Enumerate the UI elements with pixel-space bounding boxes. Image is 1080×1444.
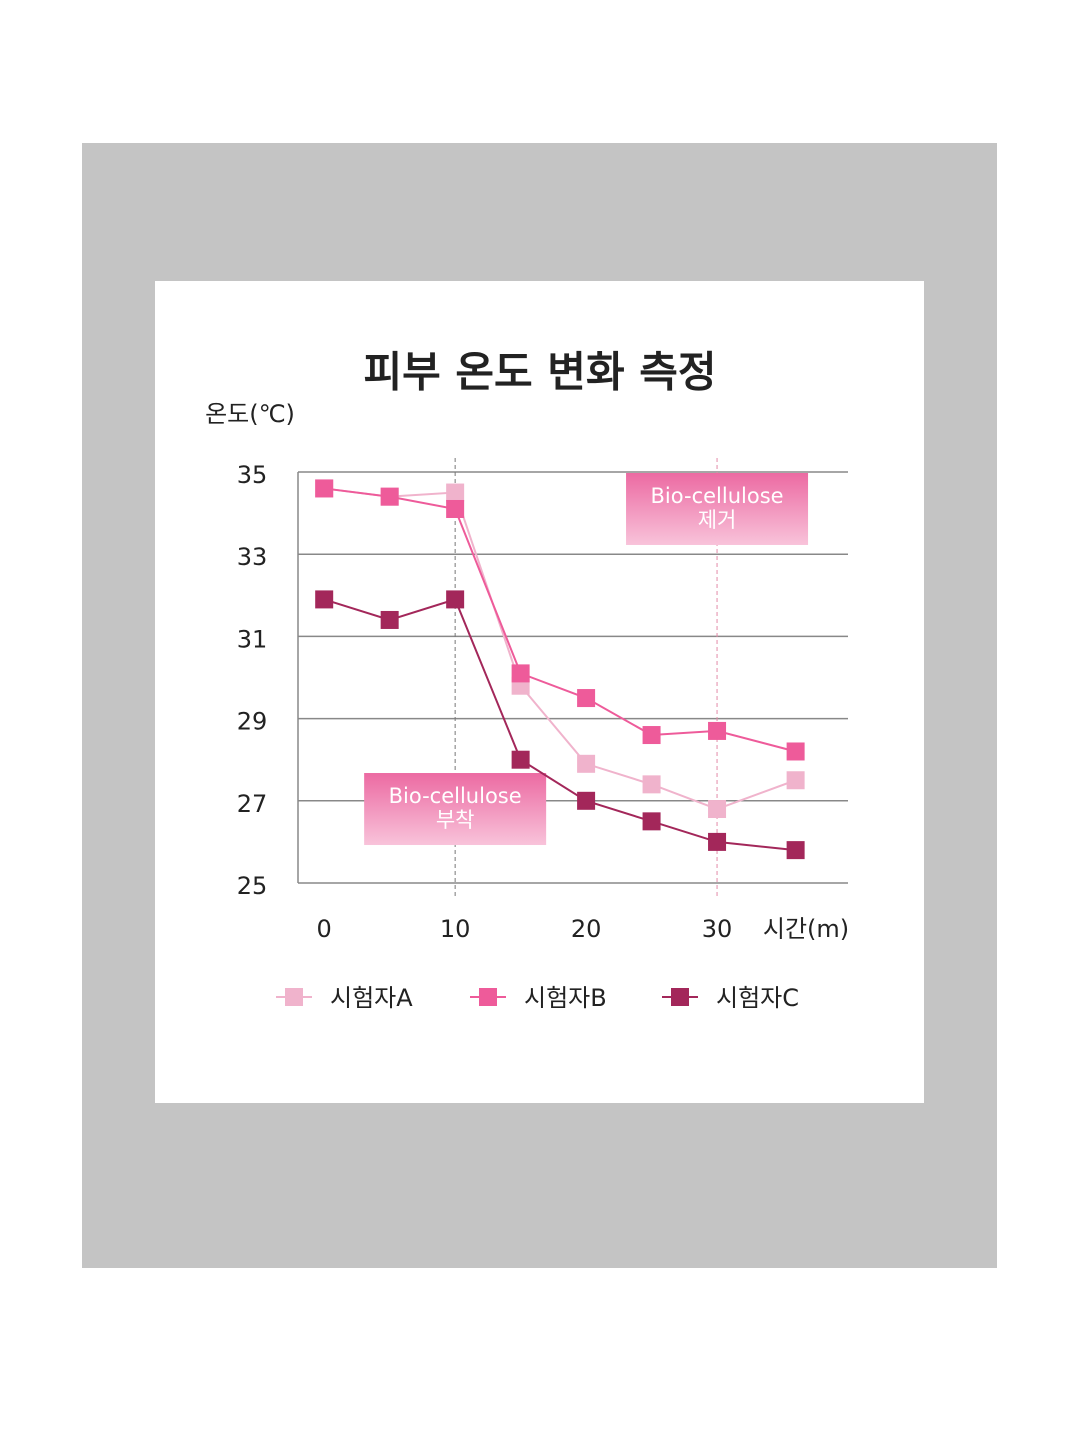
series-line [324,487,796,753]
marker [511,750,530,769]
annotation-box [364,773,547,846]
marker [708,800,727,819]
marker [642,775,661,794]
annotation-box [626,472,809,545]
marker [446,499,465,518]
x-axis-label: 시간(m) [763,915,849,943]
legend-marker [479,988,497,1006]
marker [511,664,530,683]
x-tick-label: 20 [571,915,602,943]
legend-marker [671,988,689,1006]
marker [446,590,465,609]
chart-title: 피부 온도 변화 측정 [364,348,717,397]
marker [446,483,465,502]
marker [577,689,596,708]
marker [380,487,399,506]
marker [577,791,596,810]
annotation-text: Bio-cellulose [651,484,784,508]
card [155,281,924,1103]
y-axis-label: 온도(℃) [205,400,295,428]
series-line [323,598,796,852]
marker [642,812,661,831]
annotation-text: 제거 [698,508,737,532]
x-tick-label: 10 [440,915,471,943]
y-tick-label: 29 [237,708,268,736]
y-tick-label: 35 [237,461,268,489]
marker [315,590,334,609]
marker [786,841,805,860]
marker [642,726,661,745]
marker [577,754,596,773]
marker [708,832,727,851]
marker [786,771,805,790]
legend-marker [285,988,303,1006]
y-tick-label: 27 [237,790,268,818]
x-tick-label: 0 [317,915,332,943]
y-tick-label: 25 [237,872,268,900]
marker [315,479,334,498]
legend-label: 시험자B [524,984,607,1012]
series-line [324,487,796,811]
y-tick-label: 33 [237,543,268,571]
legend-label: 시험자C [716,984,799,1012]
marker [786,742,805,761]
legend-label: 시험자A [330,984,413,1012]
y-tick-label: 31 [237,625,268,653]
marker [380,610,399,629]
x-tick-label: 30 [702,915,733,943]
annotation-text: Bio-cellulose [389,784,522,808]
annotation-text: 부착 [436,808,475,832]
marker [708,721,727,740]
